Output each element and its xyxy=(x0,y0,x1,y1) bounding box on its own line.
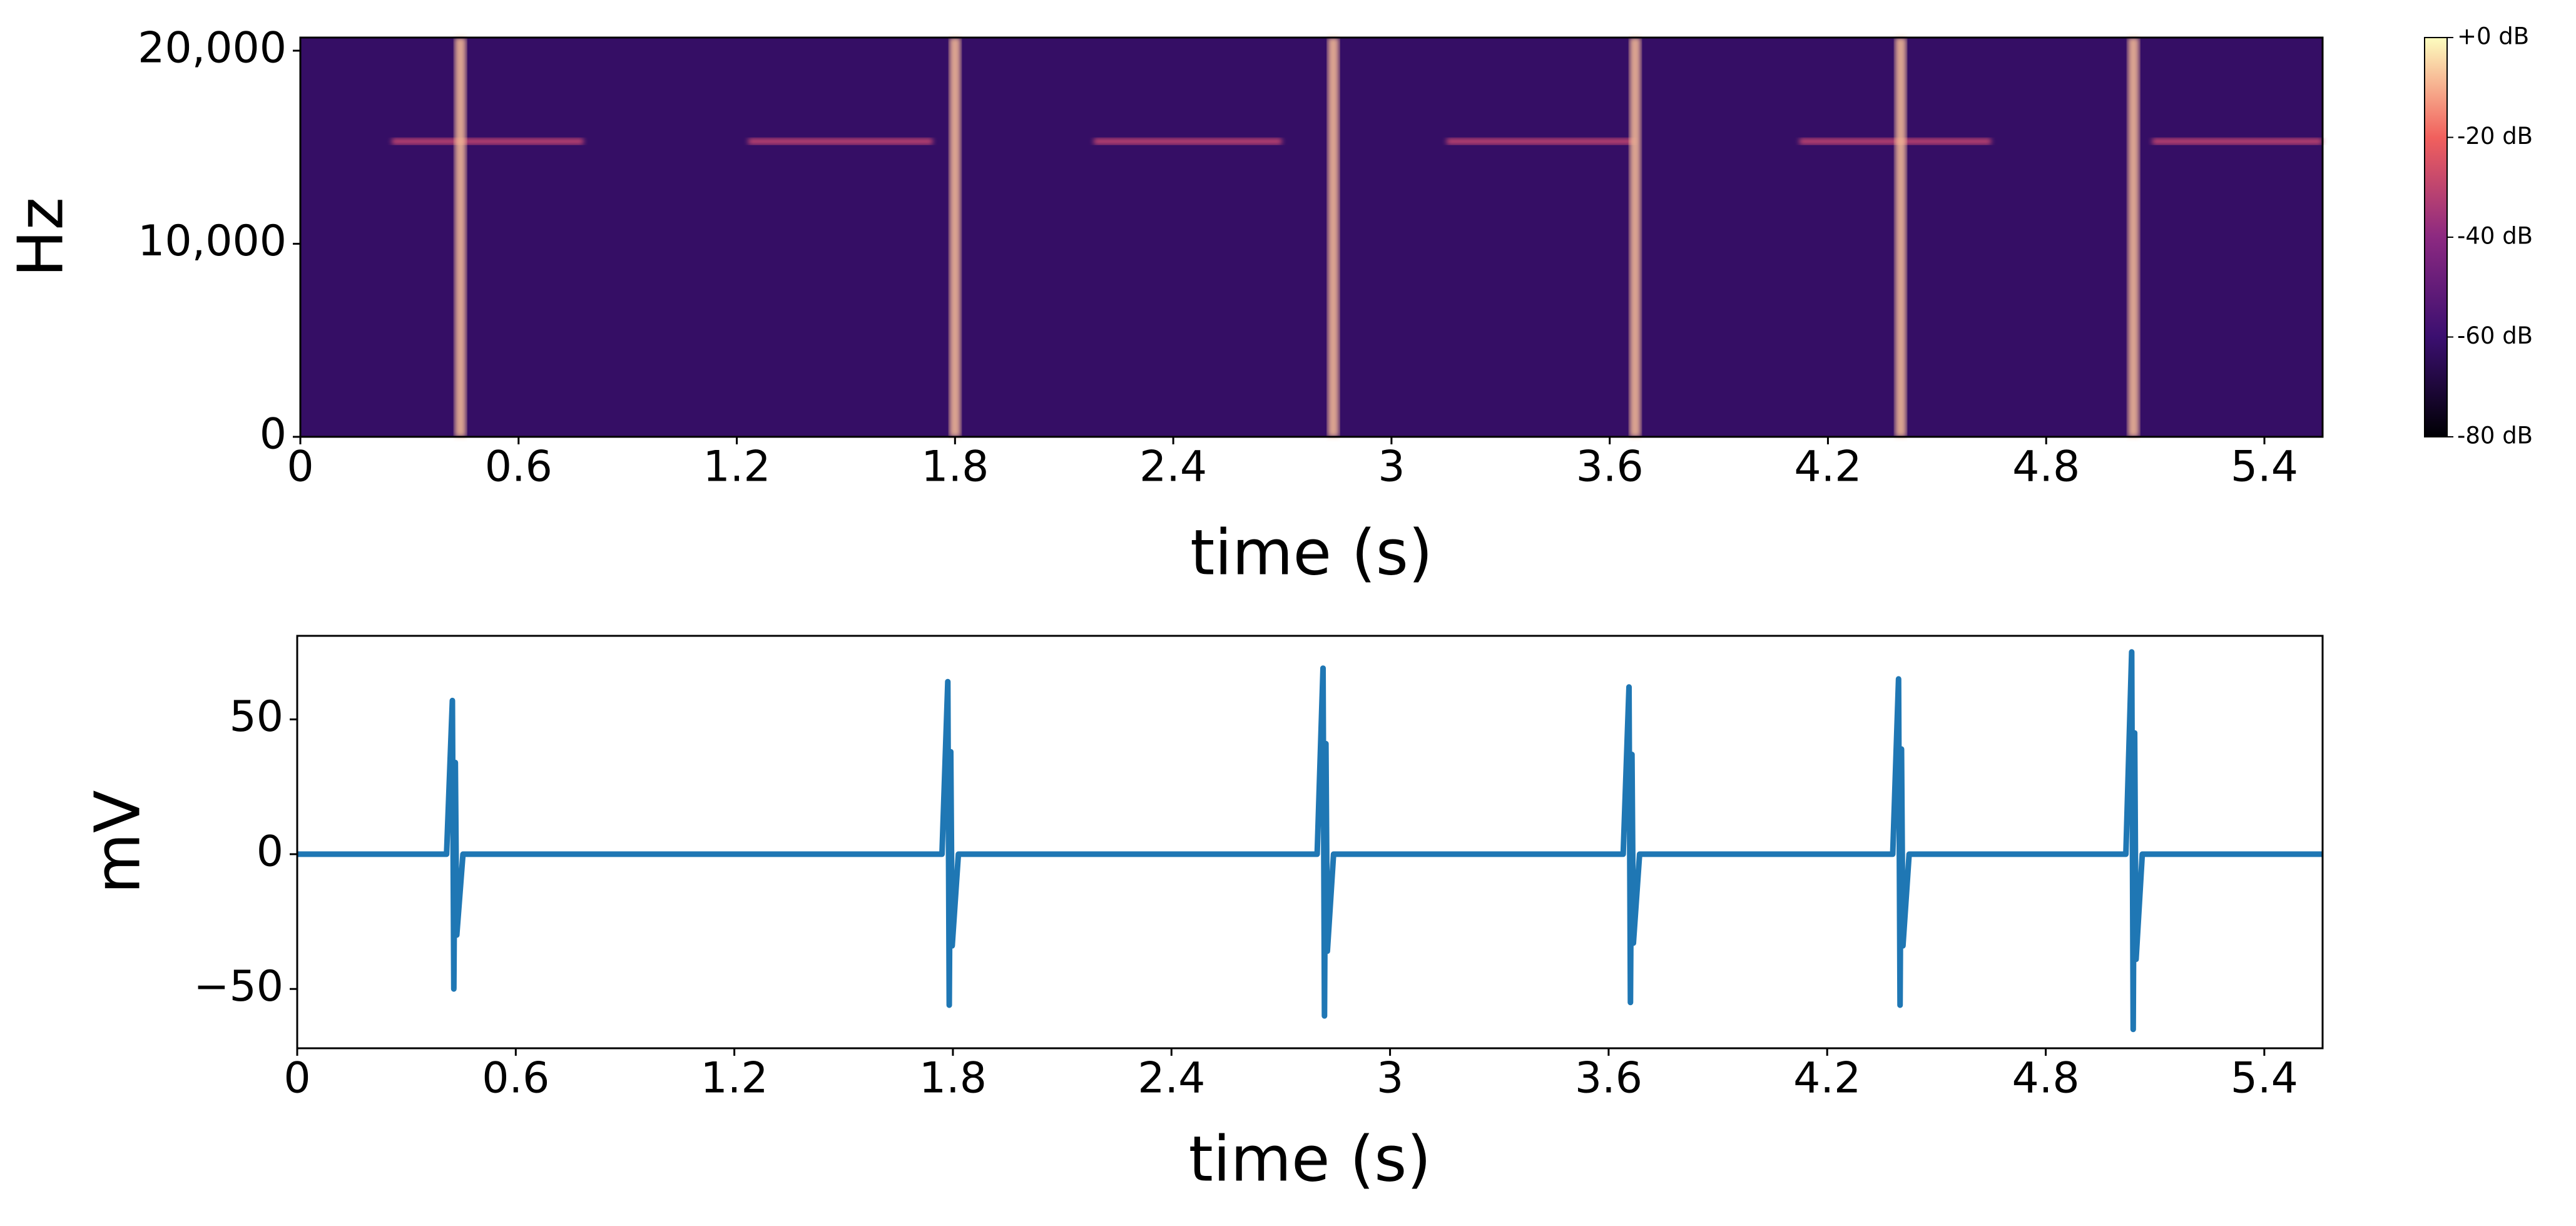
x-tick-label: 0.6 xyxy=(482,1054,549,1103)
x-tick-label: 0 xyxy=(287,442,313,492)
click xyxy=(1895,38,1907,437)
x-tick-label: 3.6 xyxy=(1575,1054,1642,1103)
y-tick-label: 50 xyxy=(229,692,283,742)
tone xyxy=(2151,138,2323,145)
colorbar-label: -60 dB xyxy=(2457,322,2533,349)
colorbar-label: +0 dB xyxy=(2457,23,2529,50)
click xyxy=(2127,38,2139,437)
click xyxy=(454,38,466,437)
colorbar-label: -40 dB xyxy=(2457,223,2533,250)
y-tick-label: 20,000 xyxy=(138,24,287,73)
x-tick-label: 1.2 xyxy=(701,1054,768,1103)
x-tick-label: 4.8 xyxy=(2012,1054,2079,1103)
tone xyxy=(747,138,934,145)
x-tick-label: 5.4 xyxy=(2231,1054,2298,1103)
y-tick-label: 0 xyxy=(257,827,283,876)
x-tick-label: 1.8 xyxy=(919,1054,987,1103)
tone xyxy=(1446,138,1636,145)
x-tick-label: 5.4 xyxy=(2231,442,2298,492)
plot-area xyxy=(300,38,2323,437)
x-tick-label: 0 xyxy=(283,1054,310,1103)
x-axis-label: time (s) xyxy=(1189,1122,1432,1195)
y-tick-label: 10,000 xyxy=(138,217,287,266)
x-tick-label: 3 xyxy=(1377,1054,1403,1103)
tone xyxy=(391,138,584,145)
click xyxy=(1629,38,1641,437)
x-tick-label: 1.8 xyxy=(921,442,989,492)
x-tick-label: 1.2 xyxy=(703,442,770,492)
x-tick-label: 4.2 xyxy=(1794,442,1861,492)
colorbar xyxy=(2424,37,2448,437)
colorbar-label: -80 dB xyxy=(2457,422,2533,449)
waveform xyxy=(297,649,2323,1033)
plot-area xyxy=(297,649,2323,1033)
y-tick-label: 0 xyxy=(260,410,287,459)
x-tick-label: 0.6 xyxy=(485,442,552,492)
axes-frame xyxy=(296,635,2324,1050)
y-axis-label: mV xyxy=(81,790,154,894)
colorbar-label: -20 dB xyxy=(2457,123,2533,150)
y-axis-label: Hz xyxy=(4,197,77,277)
x-tick-label: 4.8 xyxy=(2012,442,2080,492)
click xyxy=(949,38,961,437)
x-tick-label: 3.6 xyxy=(1576,442,1644,492)
x-tick-label: 4.2 xyxy=(1793,1054,1861,1103)
x-tick-label: 2.4 xyxy=(1139,442,1207,492)
x-tick-label: 3 xyxy=(1378,442,1405,492)
y-tick-label: −50 xyxy=(193,962,283,1011)
tone xyxy=(1093,138,1283,145)
axes-frame xyxy=(299,36,2324,438)
click xyxy=(1327,38,1339,437)
x-tick-label: 2.4 xyxy=(1138,1054,1205,1103)
spectrogram-background xyxy=(300,38,2323,437)
x-axis-label: time (s) xyxy=(1190,516,1433,589)
